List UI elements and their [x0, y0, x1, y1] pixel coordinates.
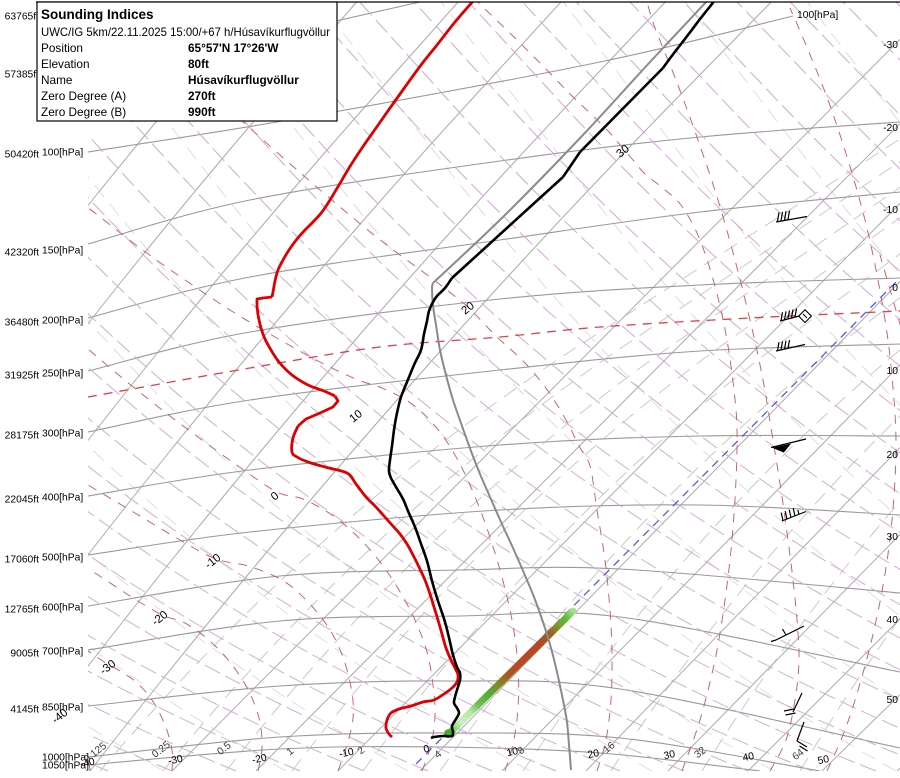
- svg-text:50: 50: [887, 695, 899, 706]
- svg-text:30: 30: [887, 532, 899, 543]
- svg-text:50420ft: 50420ft: [5, 150, 39, 161]
- svg-text:500[hPa]: 500[hPa]: [42, 553, 83, 564]
- svg-text:8: 8: [516, 745, 528, 757]
- svg-text:20: 20: [887, 450, 899, 461]
- svg-text:300[hPa]: 300[hPa]: [42, 429, 83, 440]
- svg-text:Position: Position: [41, 41, 83, 55]
- svg-text:9005ft: 9005ft: [10, 649, 39, 660]
- svg-text:UWC/IG 5km/22.11.2025 15:00/+6: UWC/IG 5km/22.11.2025 15:00/+67 h/Húsaví…: [41, 25, 330, 39]
- svg-text:50: 50: [817, 754, 831, 767]
- svg-text:Name: Name: [41, 73, 73, 87]
- svg-text:-30: -30: [167, 754, 184, 768]
- svg-text:-10: -10: [883, 205, 898, 216]
- svg-text:-40: -40: [79, 757, 96, 771]
- svg-text:40: 40: [742, 751, 756, 764]
- svg-text:Húsavíkurflugvöllur: Húsavíkurflugvöllur: [188, 73, 299, 87]
- svg-text:-20: -20: [883, 123, 898, 134]
- svg-text:22045ft: 22045ft: [5, 495, 39, 506]
- svg-text:28175ft: 28175ft: [5, 431, 39, 442]
- svg-text:Zero Degree (A): Zero Degree (A): [41, 89, 126, 103]
- svg-text:2: 2: [356, 745, 368, 757]
- svg-text:100[hPa]: 100[hPa]: [42, 148, 83, 159]
- svg-text:150[hPa]: 150[hPa]: [42, 246, 83, 257]
- svg-text:Zero Degree (B): Zero Degree (B): [41, 105, 126, 119]
- svg-text:12765ft: 12765ft: [5, 605, 39, 616]
- svg-text:4: 4: [433, 749, 445, 761]
- svg-text:-20: -20: [251, 753, 268, 767]
- svg-text:990ft: 990ft: [188, 105, 216, 119]
- svg-text:4145ft: 4145ft: [10, 705, 39, 716]
- svg-text:Elevation: Elevation: [41, 57, 90, 71]
- svg-text:0: 0: [892, 283, 898, 294]
- svg-text:100[hPa]: 100[hPa]: [797, 10, 838, 21]
- svg-text:270ft: 270ft: [188, 89, 216, 103]
- svg-text:17060ft: 17060ft: [5, 555, 39, 566]
- svg-text:700[hPa]: 700[hPa]: [42, 647, 83, 658]
- svg-text:Sounding Indices: Sounding Indices: [41, 7, 154, 22]
- svg-text:1000[hPa]: 1000[hPa]: [42, 753, 89, 764]
- svg-text:80ft: 80ft: [188, 57, 209, 71]
- svg-text:400[hPa]: 400[hPa]: [42, 493, 83, 504]
- svg-text:42320ft: 42320ft: [5, 248, 39, 259]
- svg-text:63765ft: 63765ft: [5, 12, 39, 23]
- svg-text:20: 20: [587, 748, 601, 761]
- svg-text:250[hPa]: 250[hPa]: [42, 369, 83, 380]
- svg-text:57385ft: 57385ft: [5, 70, 39, 81]
- svg-text:40: 40: [887, 615, 899, 626]
- svg-text:10: 10: [506, 746, 520, 759]
- svg-text:65°57'N 17°26'W: 65°57'N 17°26'W: [188, 41, 279, 55]
- svg-text:-10: -10: [338, 747, 355, 761]
- svg-text:0: 0: [423, 744, 431, 756]
- svg-text:10: 10: [887, 366, 899, 377]
- svg-text:200[hPa]: 200[hPa]: [42, 316, 83, 327]
- svg-text:36480ft: 36480ft: [5, 318, 39, 329]
- svg-text:850[hPa]: 850[hPa]: [42, 703, 83, 714]
- svg-text:31925ft: 31925ft: [5, 371, 39, 382]
- svg-text:30: 30: [663, 749, 677, 762]
- svg-text:600[hPa]: 600[hPa]: [42, 603, 83, 614]
- svg-text:1050[hPa]: 1050[hPa]: [42, 761, 89, 772]
- svg-text:1: 1: [285, 746, 297, 758]
- svg-text:-30: -30: [883, 40, 898, 51]
